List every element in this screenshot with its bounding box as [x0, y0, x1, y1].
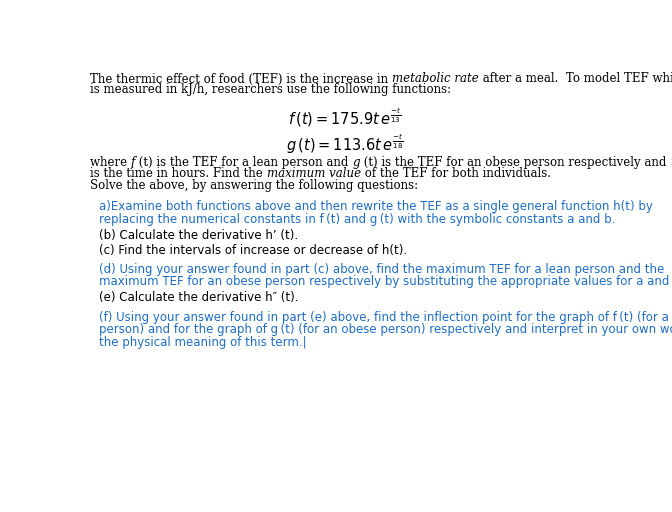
Text: $f\,(t) = 175.9t\,e^{\frac{-t}{13}}$: $f\,(t) = 175.9t\,e^{\frac{-t}{13}}$ — [288, 106, 401, 129]
Text: (c) Find the intervals of increase or decrease of h(t).: (c) Find the intervals of increase or de… — [99, 244, 407, 258]
Text: a)Examine both functions above and then rewrite the TEF as a single general func: a)Examine both functions above and then … — [99, 200, 653, 213]
Text: where: where — [90, 156, 131, 169]
Text: Solve the above, by answering the following questions:: Solve the above, by answering the follow… — [90, 179, 419, 191]
Text: of the TEF for both individuals.: of the TEF for both individuals. — [361, 167, 551, 180]
Text: after a meal.  To model TEF which: after a meal. To model TEF which — [479, 73, 672, 86]
Text: The thermic effect of food (TEF) is the increase in: The thermic effect of food (TEF) is the … — [90, 73, 392, 86]
Text: maximum value: maximum value — [267, 167, 361, 180]
Text: is measured in kJ/h, researchers use the following functions:: is measured in kJ/h, researchers use the… — [90, 83, 452, 96]
Text: (t) is the TEF for an obese person respectively and: (t) is the TEF for an obese person respe… — [360, 156, 670, 169]
Text: (d) Using your answer found in part (c) above, find the maximum TEF for a lean p: (d) Using your answer found in part (c) … — [99, 263, 664, 275]
Text: (b) Calculate the derivative h’ (t).: (b) Calculate the derivative h’ (t). — [99, 228, 298, 242]
Text: t: t — [670, 156, 672, 169]
Text: is the time in hours. Find the: is the time in hours. Find the — [90, 167, 267, 180]
Text: (t) is the TEF for a lean person and: (t) is the TEF for a lean person and — [136, 156, 353, 169]
Text: replacing the numerical constants in f (t) and g (t) with the symbolic constants: replacing the numerical constants in f (… — [99, 213, 615, 226]
Text: f: f — [131, 156, 136, 169]
Text: metabolic rate: metabolic rate — [392, 73, 479, 86]
Text: (e) Calculate the derivative h″ (t).: (e) Calculate the derivative h″ (t). — [99, 291, 298, 304]
Text: the physical meaning of this term.|: the physical meaning of this term.| — [99, 336, 306, 349]
Text: g: g — [353, 156, 360, 169]
Text: person) and for the graph of g (t) (for an obese person) respectively and interp: person) and for the graph of g (t) (for … — [99, 323, 672, 336]
Text: (f) Using your answer found in part (e) above, find the inflection point for the: (f) Using your answer found in part (e) … — [99, 311, 672, 324]
Text: maximum TEF for an obese person respectively by substituting the appropriate val: maximum TEF for an obese person respecti… — [99, 275, 672, 288]
Text: $g\,(t) = 113.6t\,e^{\frac{-t}{18}}$: $g\,(t) = 113.6t\,e^{\frac{-t}{18}}$ — [286, 133, 403, 156]
